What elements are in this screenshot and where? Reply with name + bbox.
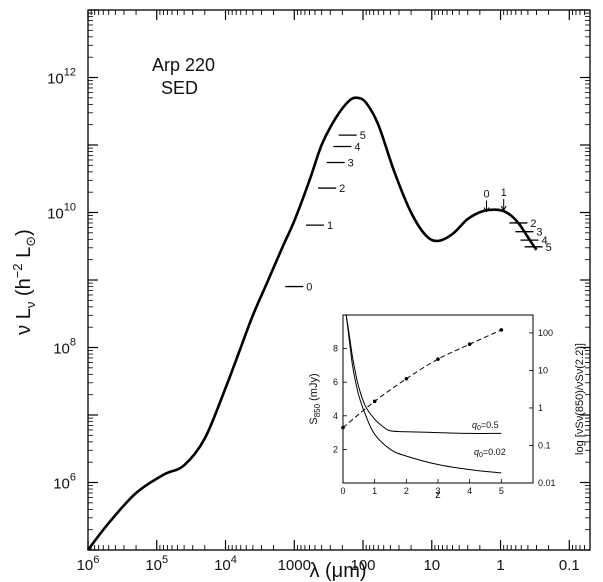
inset-axis-ticks — [342, 332, 533, 484]
inset-ratio-point — [436, 357, 440, 361]
inset-x-tick-label: 2 — [404, 486, 409, 496]
redshift-label: 5 — [360, 130, 366, 142]
inset-x-tick-label: 1 — [372, 486, 377, 496]
redshift-label: 2 — [339, 183, 345, 195]
x-tick-label: 105 — [145, 554, 168, 574]
inset-series-q05 — [345, 314, 502, 434]
inset-x-axis-title: z — [435, 489, 441, 501]
x-tick-label: 10 — [423, 557, 440, 574]
inset-x-tick-label: 0 — [340, 486, 345, 496]
redshift-label: 4 — [541, 235, 547, 247]
redshift-label: 3 — [536, 227, 542, 239]
x-tick-label: 106 — [77, 554, 100, 574]
inset-ratio-point — [372, 399, 377, 404]
inset-y-tick-label: 4 — [333, 411, 338, 421]
inset-y2-tick-label: 0.1 — [538, 440, 551, 450]
redshift-arrowhead — [483, 207, 490, 213]
redshift-arrowhead — [500, 205, 507, 212]
inset-y-tick-label: 2 — [333, 444, 338, 454]
inset-ratio-point — [341, 425, 345, 430]
x-axis-title: λ (μm) — [309, 560, 366, 582]
main-axis-ticks — [87, 9, 591, 551]
redshift-label: 4 — [354, 142, 360, 154]
inset-y2-tick-label: 1 — [538, 403, 543, 413]
redshift-label: 1 — [327, 220, 333, 232]
x-tick-label: 1000 — [278, 557, 311, 574]
chart-title-line-1: Arp 220 — [152, 55, 215, 75]
inset-y-tick-label: 6 — [333, 377, 338, 387]
redshift-label: 2 — [530, 218, 536, 230]
x-tick-label: 0.1 — [559, 557, 580, 574]
inset-y-tick-label: 8 — [333, 344, 338, 354]
inset-x-tick-label: 4 — [467, 486, 472, 496]
inset-ratio-point — [467, 342, 472, 346]
x-tick-label: 104 — [214, 554, 237, 574]
y-tick-label: 108 — [53, 337, 76, 358]
inset-legend-q002: q0=0.02 — [474, 447, 506, 459]
inset-x-tick-label: 5 — [499, 486, 504, 496]
x-tick-label: 100 — [351, 557, 376, 574]
y-tick-label: 1010 — [47, 202, 76, 223]
inset-y2-axis-title: log [νSν(850)/νSν(2.2)] — [574, 343, 586, 455]
chart-title-line-2: SED — [161, 78, 198, 98]
inset-ratio-point — [404, 376, 409, 381]
y-tick-label: 106 — [53, 472, 76, 493]
inset-y2-tick-label: 0.01 — [538, 478, 556, 488]
sed-curve — [86, 96, 538, 551]
inset-tick-labels: 0 1 2 3 4 5 2 4 6 8 100 10 1 0.1 0.01 — [333, 328, 556, 496]
inset-x-tick-label: 3 — [435, 486, 440, 496]
y-axis-title: ν Lν (h−2 L⊙) — [10, 229, 38, 335]
redshift-label: 5 — [546, 242, 552, 254]
inset-y-axis-title: S850 (mJy) — [308, 373, 322, 424]
inset-frame — [342, 314, 534, 484]
inset-plot: 0 1 2 3 4 5 2 4 6 8 100 10 1 0.1 0.01 q0=0.5 q0=0.02 z… — [308, 314, 586, 501]
x-tick-label: 1 — [496, 557, 504, 574]
y-tick-label: 1012 — [47, 67, 76, 88]
redshift-label: 0 — [306, 282, 312, 294]
inset-y2-tick-label: 100 — [538, 328, 553, 338]
redshift-label: 1 — [501, 187, 507, 199]
redshift-label: 0 — [483, 189, 489, 201]
inset-y2-tick-label: 10 — [538, 365, 548, 375]
inset-ratio-point — [499, 328, 504, 332]
inset-series-q002 — [345, 314, 502, 474]
inset-series-ratio — [342, 329, 502, 428]
redshift-label: 3 — [348, 158, 354, 170]
inset-legend-q05: q0=0.5 — [472, 420, 499, 432]
inset-ratio-points — [341, 328, 504, 430]
